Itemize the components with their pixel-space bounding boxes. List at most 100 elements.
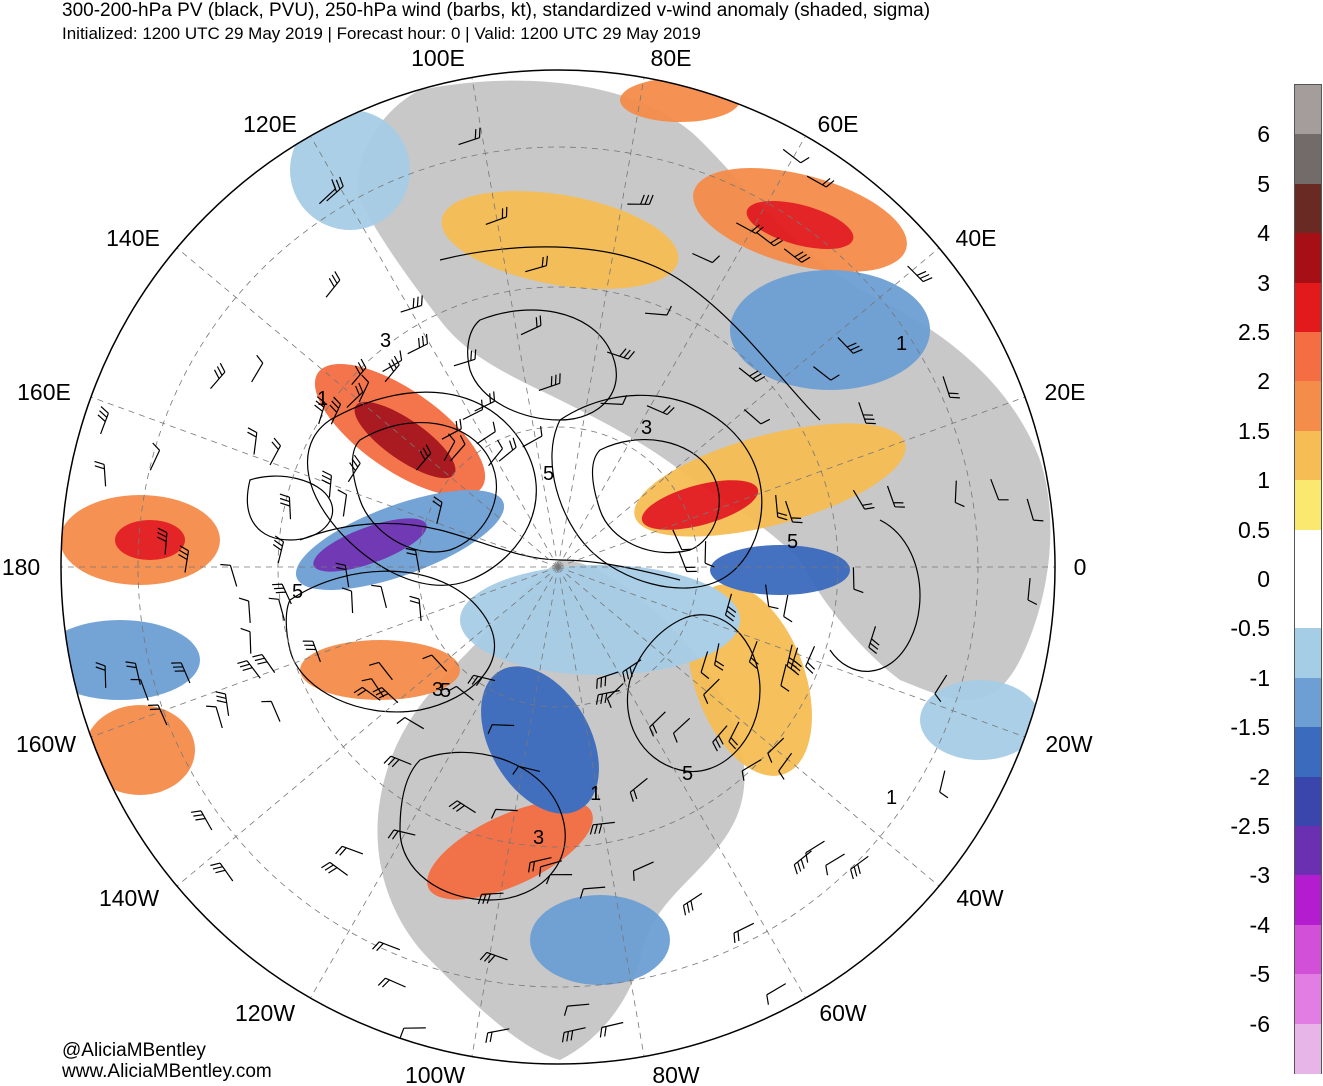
wind-barb (606, 682, 624, 709)
pv-contours (246, 246, 921, 901)
wind-barb (645, 305, 672, 316)
wind-barb (712, 725, 728, 752)
wind-barb (528, 857, 552, 873)
wind-barb (321, 470, 332, 498)
wind-barb (94, 460, 107, 487)
wind-barb (806, 175, 835, 188)
wind-barb (156, 527, 168, 555)
wind-barb (907, 265, 933, 283)
wind-barb (525, 255, 548, 273)
wind-barb (775, 495, 788, 521)
wind-barb (269, 437, 282, 466)
chart-subtitle: Initialized: 1200 UTC 29 May 2019 | Fore… (62, 24, 701, 43)
wind-barb (458, 127, 481, 146)
wind-barb (422, 654, 448, 672)
wind-barb (778, 752, 793, 780)
wind-barb (171, 662, 191, 684)
wind-barb (700, 651, 710, 680)
contour-label: 1 (590, 783, 601, 805)
wind-barb (767, 737, 785, 763)
colorbar-label: 4 (1257, 220, 1270, 247)
contour-label: 5 (543, 463, 554, 485)
wind-barb (743, 409, 771, 425)
anomaly-shading (61, 78, 1040, 985)
wind-barb (780, 664, 790, 692)
colorbar-segment (1295, 826, 1321, 876)
wind-barb (383, 755, 412, 768)
wind-barb (485, 206, 508, 225)
contour-label: 3 (641, 417, 652, 439)
colorbar-label: 6 (1257, 121, 1270, 148)
wind-barb (178, 545, 190, 573)
colorbar-segment (1295, 974, 1321, 1025)
wind-barb (453, 349, 477, 367)
lon-label-120e: 120E (243, 111, 297, 137)
wind-barb (396, 716, 425, 730)
wind-barb (498, 437, 517, 462)
wind-barb (858, 402, 876, 425)
wind-barb (335, 562, 350, 588)
credit-website: www.AliciaMBentley.com (62, 1061, 272, 1082)
wind-barb (415, 444, 432, 471)
colorbar-segment (1295, 430, 1321, 481)
wind-barb (485, 1028, 510, 1043)
contour-label: 3 (533, 827, 544, 849)
wind-barb (939, 770, 949, 799)
contour-label: 1 (317, 388, 328, 410)
wind-barb (886, 485, 905, 508)
wind-barb (335, 845, 364, 856)
wind-barb (351, 358, 367, 385)
wind-barb (314, 396, 326, 425)
lon-label-160w: 160W (16, 731, 76, 757)
wind-barb (361, 678, 385, 698)
wind-barb (563, 1003, 590, 1016)
wind-barb (704, 541, 715, 568)
wind-barb (672, 717, 691, 743)
wind-barb (149, 442, 161, 471)
wind-barb (748, 640, 759, 669)
wind-barb (337, 489, 348, 517)
wind-barb (377, 977, 406, 988)
wind-barb (539, 860, 562, 877)
wind-barb (488, 439, 504, 467)
wind-barb (321, 861, 348, 876)
wind-barb (148, 704, 168, 726)
lon-label-100w: 100W (405, 1062, 465, 1086)
contour-label: 1 (886, 787, 897, 809)
wind-barb (448, 800, 476, 814)
wind-barb (407, 333, 428, 355)
wind-barb (399, 1027, 426, 1038)
colorbar-segment (1295, 85, 1321, 135)
contour-label: 3 (432, 679, 443, 701)
wind-barb (783, 248, 811, 263)
wind-barb (805, 645, 816, 674)
wind-barb (325, 271, 341, 298)
credit-handle: @AliciaMBentley (62, 1040, 206, 1061)
colorbar-label: 2 (1257, 368, 1270, 395)
colorbar-segment (1295, 924, 1321, 975)
colorbar-segment (1295, 480, 1321, 531)
wind-barb (474, 391, 496, 412)
wind-barb (476, 421, 496, 445)
wind-barb (596, 671, 619, 689)
colorbar-label: -5 (1249, 961, 1270, 988)
wind-barb (240, 627, 252, 654)
wind-barb (738, 367, 766, 383)
colorbar-label: -1 (1249, 664, 1270, 691)
wind-barb (682, 892, 703, 916)
contour-label: 3 (380, 330, 391, 352)
lon-label-20e: 20E (1045, 379, 1086, 405)
wind-barb (632, 861, 654, 881)
wind-barb (837, 337, 863, 354)
wind-barb (756, 232, 783, 247)
wind-barb (432, 496, 443, 524)
wind-barb (347, 454, 361, 483)
wind-barb (765, 584, 779, 610)
lon-label-120w: 120W (235, 1000, 295, 1026)
wind-barb (805, 840, 825, 863)
wind-barb (595, 689, 620, 705)
colorbar-segment (1295, 1023, 1321, 1074)
colorbar-label: 2.5 (1238, 319, 1270, 345)
wind-barb (479, 951, 508, 964)
